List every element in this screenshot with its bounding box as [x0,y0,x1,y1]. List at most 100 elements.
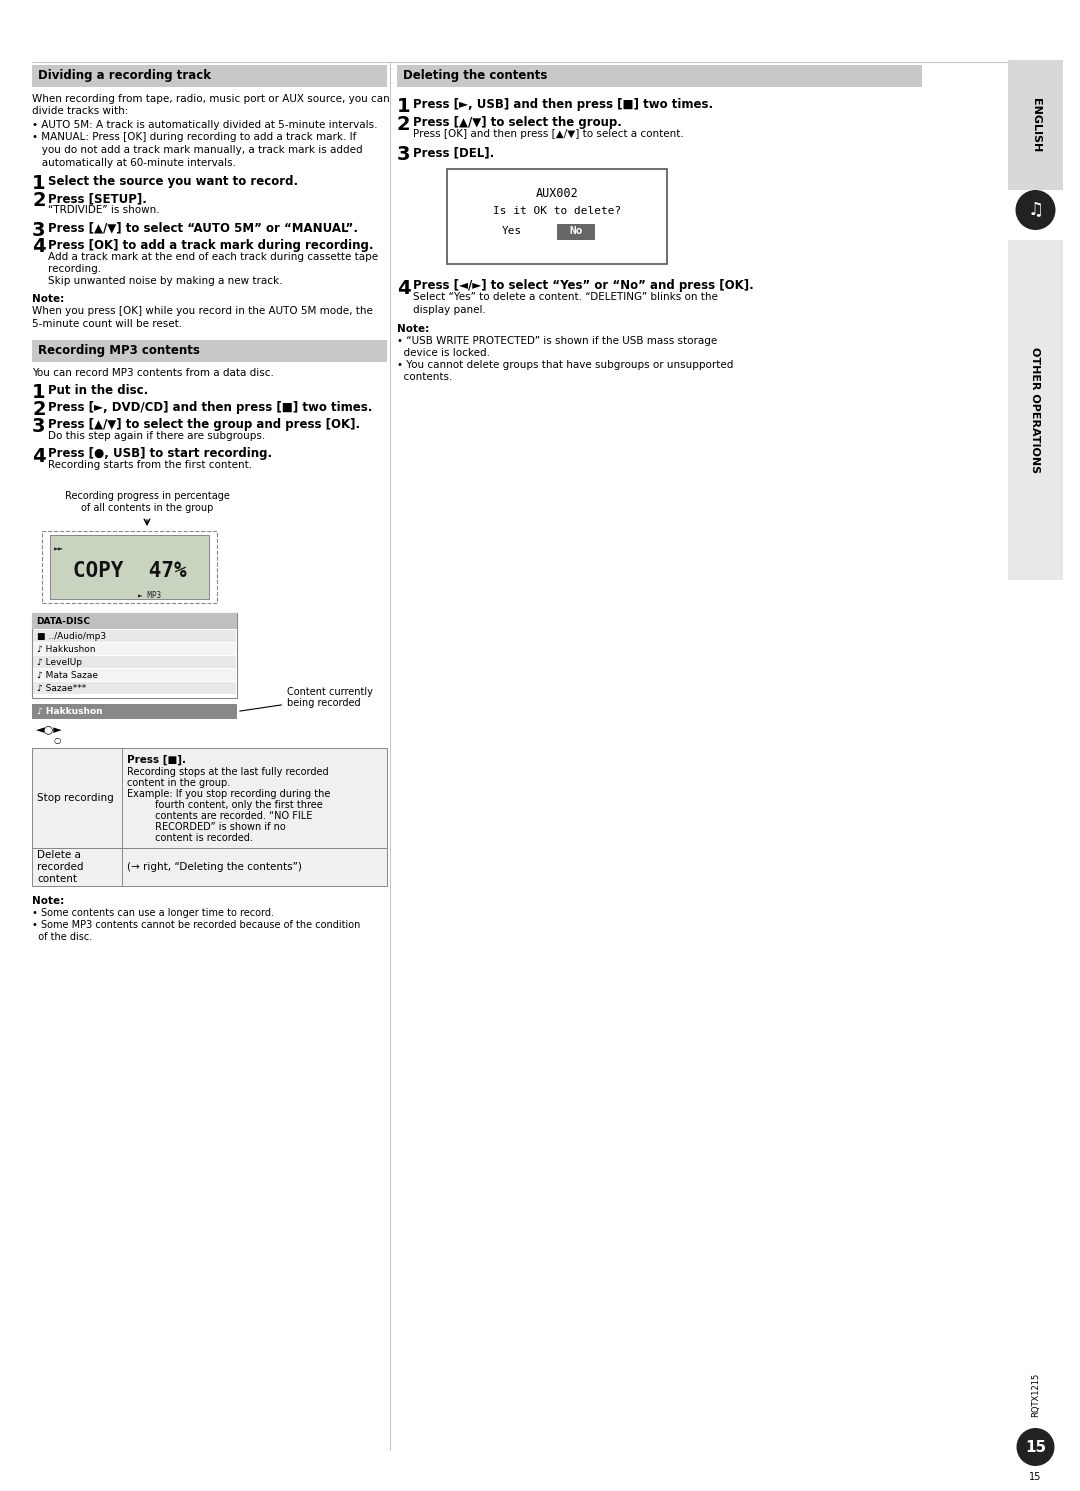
Text: Recording stops at the last fully recorded: Recording stops at the last fully record… [127,766,328,777]
Text: No: No [569,227,583,237]
Text: Add a track mark at the end of each track during cassette tape: Add a track mark at the end of each trac… [48,252,378,261]
Text: Content currently
being recorded: Content currently being recorded [240,687,373,711]
Text: AUX002: AUX002 [536,186,579,200]
Text: Press [►, DVD/CD] and then press [■] two times.: Press [►, DVD/CD] and then press [■] two… [48,401,373,414]
Text: • Some contents can use a longer time to record.: • Some contents can use a longer time to… [32,908,274,918]
Bar [32,848,387,886]
Text: • AUTO 5M: A track is automatically divided at 5-minute intervals.: • AUTO 5M: A track is automatically divi… [32,119,378,130]
Text: Press [■].: Press [■]. [127,754,186,765]
Text: 2: 2 [397,115,410,134]
Text: Note:: Note: [32,896,64,907]
Text: OTHER OPERATIONS: OTHER OPERATIONS [1030,347,1040,473]
Text: Put in the disc.: Put in the disc. [48,385,148,397]
Bar [50,535,210,599]
Text: Select “Yes” to delete a content. “DELETING” blinks on the: Select “Yes” to delete a content. “DELET… [413,292,718,303]
Text: content is recorded.: content is recorded. [127,833,253,842]
Text: • MANUAL: Press [OK] during recording to add a track mark. If: • MANUAL: Press [OK] during recording to… [32,133,356,143]
Text: ♪ Hakkushon: ♪ Hakkushon [37,707,103,716]
Text: Dividing a recording track: Dividing a recording track [38,70,211,82]
Text: Press [OK] and then press [▲/▼] to select a content.: Press [OK] and then press [▲/▼] to selec… [413,130,684,139]
Text: • “USB WRITE PROTECTED” is shown if the USB mass storage: • “USB WRITE PROTECTED” is shown if the … [397,337,717,346]
Text: divide tracks with:: divide tracks with: [32,106,129,116]
Text: Delete a
recorded
content: Delete a recorded content [37,850,83,884]
Text: RECORDED” is shown if no: RECORDED” is shown if no [127,822,286,832]
Text: 2: 2 [32,400,45,419]
Text: RQTX1215: RQTX1215 [1031,1373,1040,1416]
Text: ♪ Sazae***: ♪ Sazae*** [37,684,86,693]
Text: When you press [OK] while you record in the AUTO 5M mode, the: When you press [OK] while you record in … [32,307,373,316]
Text: Recording MP3 contents: Recording MP3 contents [38,344,200,356]
Bar [32,66,387,86]
Text: COPY  47%: COPY 47% [72,561,187,581]
Bar [33,643,237,655]
Text: ► MP3: ► MP3 [138,590,161,599]
Bar [33,631,237,643]
Text: device is locked.: device is locked. [397,349,490,358]
Text: 2: 2 [32,191,45,210]
Text: Recording starts from the first content.: Recording starts from the first content. [48,461,252,471]
Text: ENGLISH: ENGLISH [1030,98,1040,152]
Text: Recording progress in percentage
of all contents in the group: Recording progress in percentage of all … [65,491,229,513]
Text: recording.: recording. [48,264,102,274]
Text: ♪ LevelUp: ♪ LevelUp [37,658,82,666]
Text: • You cannot delete groups that have subgroups or unsupported: • You cannot delete groups that have sub… [397,361,733,370]
Text: 5-minute count will be reset.: 5-minute count will be reset. [32,319,183,330]
Bar [1008,60,1063,189]
Circle shape [1015,189,1055,230]
Text: ◄○►: ◄○► [36,725,63,734]
Text: fourth content, only the first three: fourth content, only the first three [127,801,323,810]
Text: Select the source you want to record.: Select the source you want to record. [48,174,298,188]
Bar [1008,240,1063,580]
Text: ○: ○ [54,737,62,746]
Text: Press [DEL].: Press [DEL]. [413,146,495,160]
Bar [33,681,237,693]
Text: Press [▲/▼] to select “AUTO 5M” or “MANUAL”.: Press [▲/▼] to select “AUTO 5M” or “MANU… [48,222,357,234]
Bar [447,168,667,264]
Text: 3: 3 [32,417,45,435]
Text: Press [●, USB] to start recording.: Press [●, USB] to start recording. [48,447,272,461]
Text: Press [◄/►] to select “Yes” or “No” and press [OK].: Press [◄/►] to select “Yes” or “No” and … [413,279,754,292]
Text: ■ ../Audio/mp3: ■ ../Audio/mp3 [37,632,106,641]
Text: Is it OK to delete?: Is it OK to delete? [492,206,621,216]
Text: You can record MP3 contents from a data disc.: You can record MP3 contents from a data … [32,368,274,379]
Text: contents are recorded. “NO FILE: contents are recorded. “NO FILE [127,811,312,822]
Text: automatically at 60-minute intervals.: automatically at 60-minute intervals. [32,158,237,167]
Text: Deleting the contents: Deleting the contents [403,70,548,82]
Bar [33,669,237,681]
Bar [557,224,595,240]
Bar [32,704,237,719]
Text: Yes: Yes [502,225,522,236]
Text: of the disc.: of the disc. [32,932,92,942]
Text: • Some MP3 contents cannot be recorded because of the condition: • Some MP3 contents cannot be recorded b… [32,920,361,930]
Text: Do this step again if there are subgroups.: Do this step again if there are subgroup… [48,431,266,441]
Bar [32,340,387,361]
Text: Example: If you stop recording during the: Example: If you stop recording during th… [127,789,330,799]
Text: Press [▲/▼] to select the group.: Press [▲/▼] to select the group. [413,116,622,130]
Text: Press [OK] to add a track mark during recording.: Press [OK] to add a track mark during re… [48,239,374,252]
Text: 15: 15 [1029,1472,1042,1482]
Text: 1: 1 [397,97,410,116]
Text: DATA-DISC: DATA-DISC [36,616,90,626]
Text: 15: 15 [1025,1439,1047,1455]
Text: Press [SETUP].: Press [SETUP]. [48,192,147,204]
Text: When recording from tape, radio, music port or AUX source, you can: When recording from tape, radio, music p… [32,94,390,104]
Text: Skip unwanted noise by making a new track.: Skip unwanted noise by making a new trac… [48,276,283,286]
Text: 1: 1 [32,174,45,192]
Text: 3: 3 [397,146,410,164]
Text: “TRDIVIDE” is shown.: “TRDIVIDE” is shown. [48,204,160,215]
Text: 4: 4 [32,237,45,256]
Text: you do not add a track mark manually, a track mark is added: you do not add a track mark manually, a … [32,145,363,155]
Circle shape [1016,1428,1054,1466]
Text: display panel.: display panel. [413,306,486,315]
Text: 4: 4 [397,279,410,298]
Text: contents.: contents. [397,373,453,383]
Text: 4: 4 [32,446,45,465]
Text: Press [▲/▼] to select the group and press [OK].: Press [▲/▼] to select the group and pres… [48,417,360,431]
Text: ♪ Mata Sazae: ♪ Mata Sazae [37,671,98,680]
Text: Press [►, USB] and then press [■] two times.: Press [►, USB] and then press [■] two ti… [413,98,713,110]
Bar [397,66,922,86]
Text: 1: 1 [32,383,45,403]
Text: content in the group.: content in the group. [127,778,230,789]
Text: Note:: Note: [32,294,64,304]
Bar [32,613,237,698]
